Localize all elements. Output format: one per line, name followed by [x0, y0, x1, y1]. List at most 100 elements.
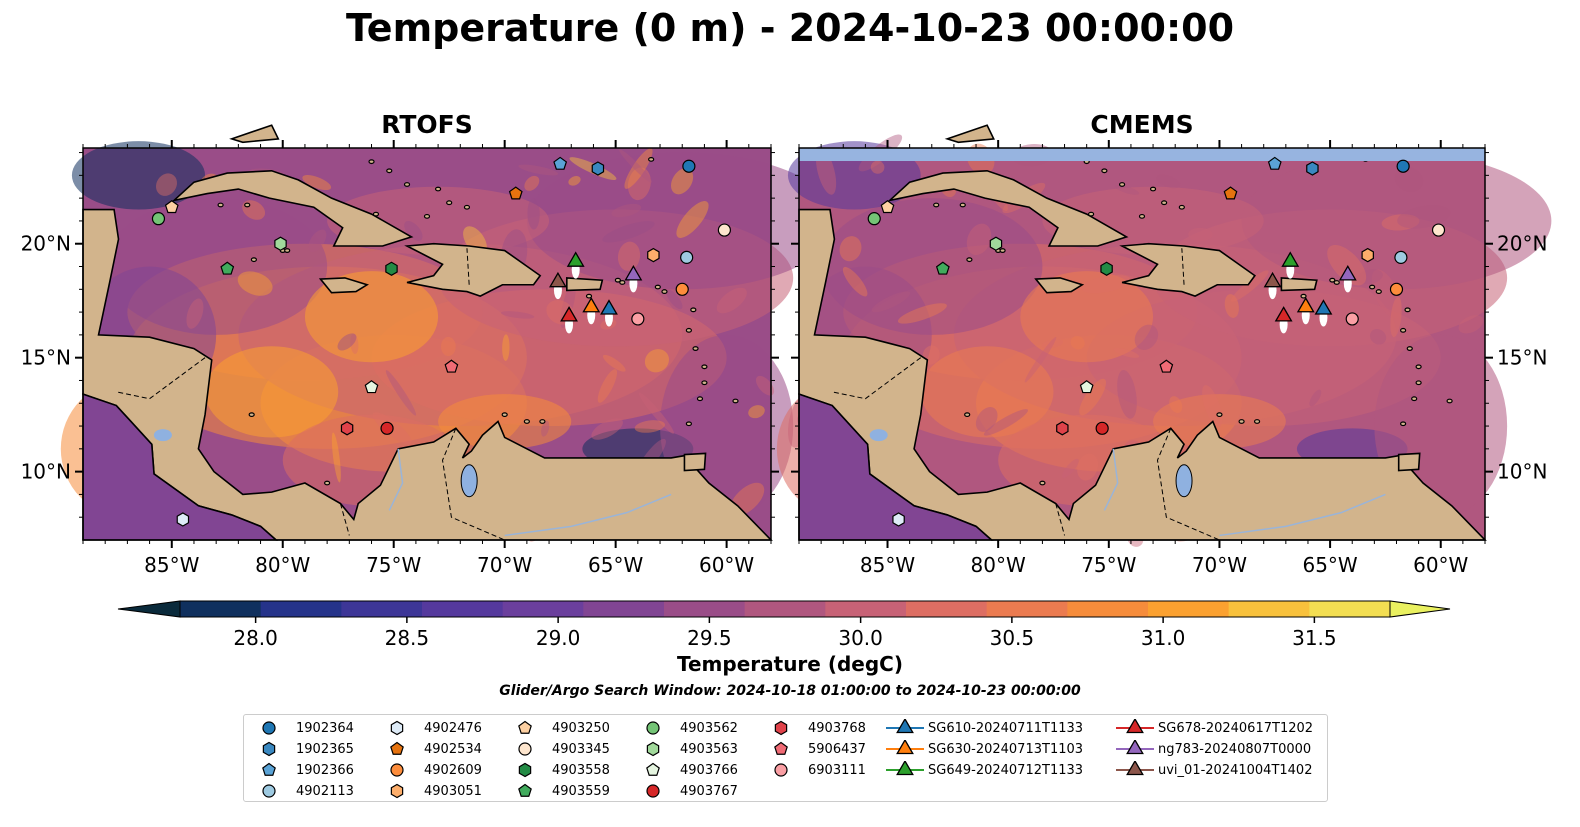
glider-legend-icon — [886, 761, 924, 776]
glider-legend-icon — [1116, 761, 1154, 776]
small-island — [1238, 419, 1245, 424]
argo-legend-icon — [646, 741, 660, 757]
eddy-patch — [524, 175, 540, 191]
small-island — [372, 211, 380, 217]
land-cuba — [171, 169, 414, 247]
map-panel-cmems[interactable] — [776, 124, 1552, 547]
eddy-patch — [1079, 378, 1107, 416]
eddy-patch — [897, 303, 947, 324]
small-island — [696, 396, 704, 402]
small-island — [1161, 200, 1168, 206]
y-tick-label: 15°N — [1497, 346, 1547, 370]
map-panel-rtofs[interactable] — [60, 124, 838, 542]
legend-label: 4902609 — [424, 762, 482, 778]
argo-float-1902364 — [682, 159, 696, 173]
small-island — [1101, 168, 1108, 174]
eddy-patch — [331, 432, 341, 483]
argo-legend-marker — [774, 763, 788, 777]
legend-label: 4903767 — [680, 783, 738, 799]
river — [1219, 493, 1386, 537]
eddy-patch — [1327, 245, 1367, 286]
argo-legend-icon — [774, 741, 788, 755]
argo-float-4903562 — [151, 212, 166, 226]
eddy-patch — [1381, 214, 1420, 231]
argo-legend-marker — [262, 762, 276, 776]
eddy-patch — [1397, 205, 1451, 229]
eddy-patch — [404, 220, 423, 241]
eddy-patch — [518, 164, 559, 176]
small-island — [1333, 280, 1340, 285]
small-island — [648, 156, 655, 162]
y-tick-label: 10°N — [1497, 460, 1547, 484]
land-jamaica — [1034, 277, 1085, 294]
small-island — [1300, 293, 1307, 299]
eddy-patch — [1458, 315, 1484, 334]
eddy-patch — [1371, 269, 1402, 319]
border — [1181, 248, 1185, 285]
x-tick-label: 70°W — [1192, 553, 1247, 577]
colorbar-segment — [1148, 601, 1230, 617]
colorbar-segment — [341, 601, 423, 617]
argo-float-1902365 — [591, 161, 605, 176]
legend-label: SG630-20240713T1103 — [928, 741, 1084, 757]
small-island — [1149, 186, 1157, 192]
legend-label: 4902534 — [424, 741, 482, 757]
glider-SG630-20240713T1103 — [582, 296, 601, 313]
eddy-patch — [1369, 329, 1387, 345]
argo-float-4903558 — [1100, 261, 1113, 276]
temperature-patch — [1153, 394, 1286, 449]
eddy-patch — [1390, 296, 1402, 338]
colorbar-tick-label: 31.0 — [1141, 626, 1186, 650]
legend-label: 4903766 — [680, 762, 738, 778]
border — [466, 248, 470, 285]
argo-legend-icon — [646, 784, 660, 798]
argo-legend-icon — [390, 720, 404, 736]
glider-uvi_01-20241004T1402 — [1263, 271, 1282, 288]
small-island — [1329, 277, 1336, 283]
small-island — [966, 257, 973, 263]
argo-legend-marker — [518, 783, 532, 797]
legend-label: 4903562 — [680, 720, 738, 736]
small-island — [614, 277, 621, 283]
eddy-patch — [1169, 396, 1183, 414]
argo-float-4903562 — [867, 212, 881, 226]
argo-float-5906437 — [1159, 359, 1174, 373]
land-cuba — [887, 169, 1129, 247]
legend-item-4902476: 4902476 — [380, 718, 482, 738]
glider-legend-icon — [886, 719, 924, 734]
argo-legend-marker — [518, 762, 532, 778]
colorbar-segment — [906, 601, 988, 617]
eddy-patch — [870, 160, 885, 174]
eddy-patch — [839, 236, 862, 262]
small-island — [585, 293, 593, 299]
colorbar-extend-low — [117, 600, 181, 618]
colorbar-segment — [502, 601, 584, 617]
legend-label: 6903111 — [808, 762, 866, 778]
eddy-patch — [1117, 369, 1137, 419]
map-frame — [82, 147, 772, 541]
argo-legend-icon — [646, 721, 660, 735]
eddy-patch — [350, 333, 359, 354]
land-florida-keys — [229, 124, 280, 144]
argo-legend-marker — [646, 721, 660, 735]
legend-item-4902113: 4902113 — [252, 781, 354, 801]
eddy-patch — [1156, 174, 1181, 189]
x-tick-label: 70°W — [477, 553, 532, 577]
land-puerto-rico — [566, 277, 604, 292]
legend-item-4903250: 4903250 — [508, 718, 610, 738]
legend-label: SG610-20240711T1133 — [928, 720, 1084, 736]
small-island — [732, 398, 739, 404]
legend-label: 4903563 — [680, 741, 738, 757]
argo-float-4903563 — [989, 236, 1003, 251]
eddy-patch — [1113, 347, 1140, 358]
small-island — [403, 182, 411, 187]
glider-legend-marker — [1126, 719, 1144, 734]
argo-legend-icon — [518, 783, 532, 797]
legend-item-ng783-20240807T0000: ng783-20240807T0000 — [1114, 739, 1311, 759]
colorbar-segment — [664, 601, 746, 617]
panel-title-cmems: CMEMS — [1090, 110, 1194, 139]
legend-item-4903766: 4903766 — [636, 760, 738, 780]
river — [388, 448, 404, 511]
eddy-patch — [755, 375, 775, 396]
x-tick-label: 60°W — [699, 553, 754, 577]
